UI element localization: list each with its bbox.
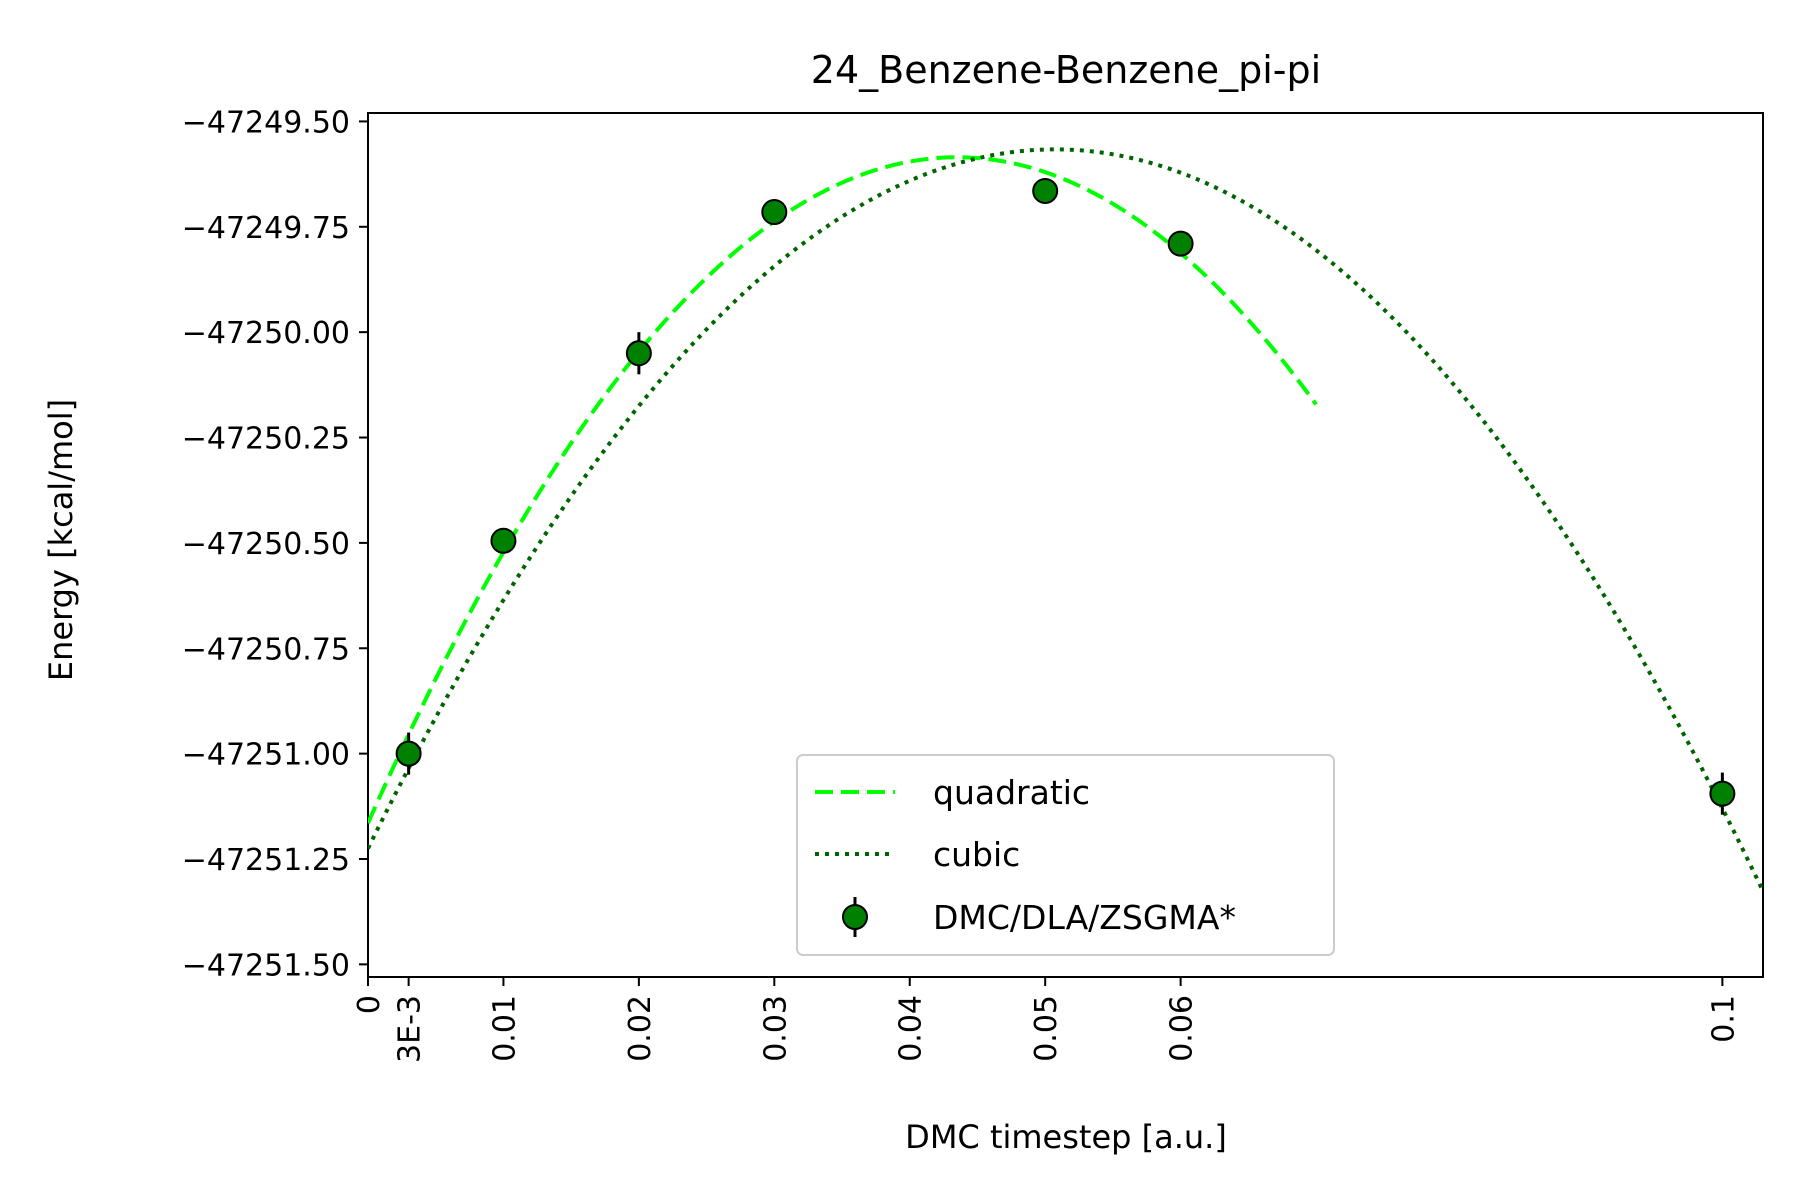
plot-frame — [367, 112, 1764, 978]
data-point-1 — [490, 527, 517, 554]
x-tick-label-1: 3E-3 — [393, 995, 428, 1063]
y-tick-label-8: −47251.50 — [182, 948, 350, 983]
y-tick-label-0: −47249.50 — [182, 105, 350, 140]
x-axis-label: DMC timestep [a.u.] — [905, 1118, 1227, 1156]
chart-title: 24_Benzene-Benzene_pi-pi — [811, 48, 1321, 92]
x-tick-label-0: 0 — [352, 995, 387, 1014]
data-point-0 — [395, 740, 422, 767]
y-tick-label-7: −47251.25 — [182, 843, 350, 878]
legend-label-cubic: cubic — [933, 835, 1020, 874]
x-tick-label-2: 0.01 — [487, 995, 522, 1062]
fit-curves — [368, 147, 1763, 892]
x-tick-label-3: 0.02 — [623, 995, 658, 1062]
legend-label-dmc: DMC/DLA/ZSGMA* — [933, 898, 1236, 937]
x-tick-label-4: 0.03 — [758, 995, 793, 1062]
plot-area — [367, 112, 1764, 978]
data-points — [395, 177, 1736, 815]
y-axis-label: Energy [kcal/mol] — [42, 399, 80, 681]
legend: quadratic cubic DMC/DLA/ZSGMA* — [796, 754, 1335, 956]
curve-quadratic — [368, 155, 1318, 824]
data-point-4 — [1032, 177, 1059, 204]
x-axis: 0 3E-3 0.01 0.02 0.03 0.04 0.05 0.06 0.1 — [352, 977, 1741, 1063]
data-point-2 — [625, 340, 652, 367]
legend-label-quadratic: quadratic — [933, 773, 1090, 812]
legend-swatch-marker — [842, 904, 868, 930]
data-point-5 — [1167, 230, 1194, 257]
y-tick-label-5: −47250.75 — [182, 632, 350, 667]
y-tick-label-3: −47250.25 — [182, 422, 350, 457]
y-axis: −47249.50 −47249.75 −47250.00 −47250.25 −472… — [182, 105, 368, 983]
x-tick-label-5: 0.04 — [894, 995, 929, 1062]
x-tick-label-7: 0.06 — [1165, 995, 1200, 1062]
y-tick-label-1: −47249.75 — [182, 211, 350, 246]
y-tick-label-2: −47250.00 — [182, 316, 350, 351]
x-tick-label-6: 0.05 — [1029, 995, 1064, 1062]
data-point-3 — [761, 199, 788, 226]
data-point-6 — [1709, 780, 1736, 807]
y-tick-label-4: −47250.50 — [182, 527, 350, 562]
x-tick-label-8: 0.1 — [1706, 995, 1741, 1043]
y-tick-label-6: −47251.00 — [182, 738, 350, 773]
legend-box — [796, 754, 1335, 956]
